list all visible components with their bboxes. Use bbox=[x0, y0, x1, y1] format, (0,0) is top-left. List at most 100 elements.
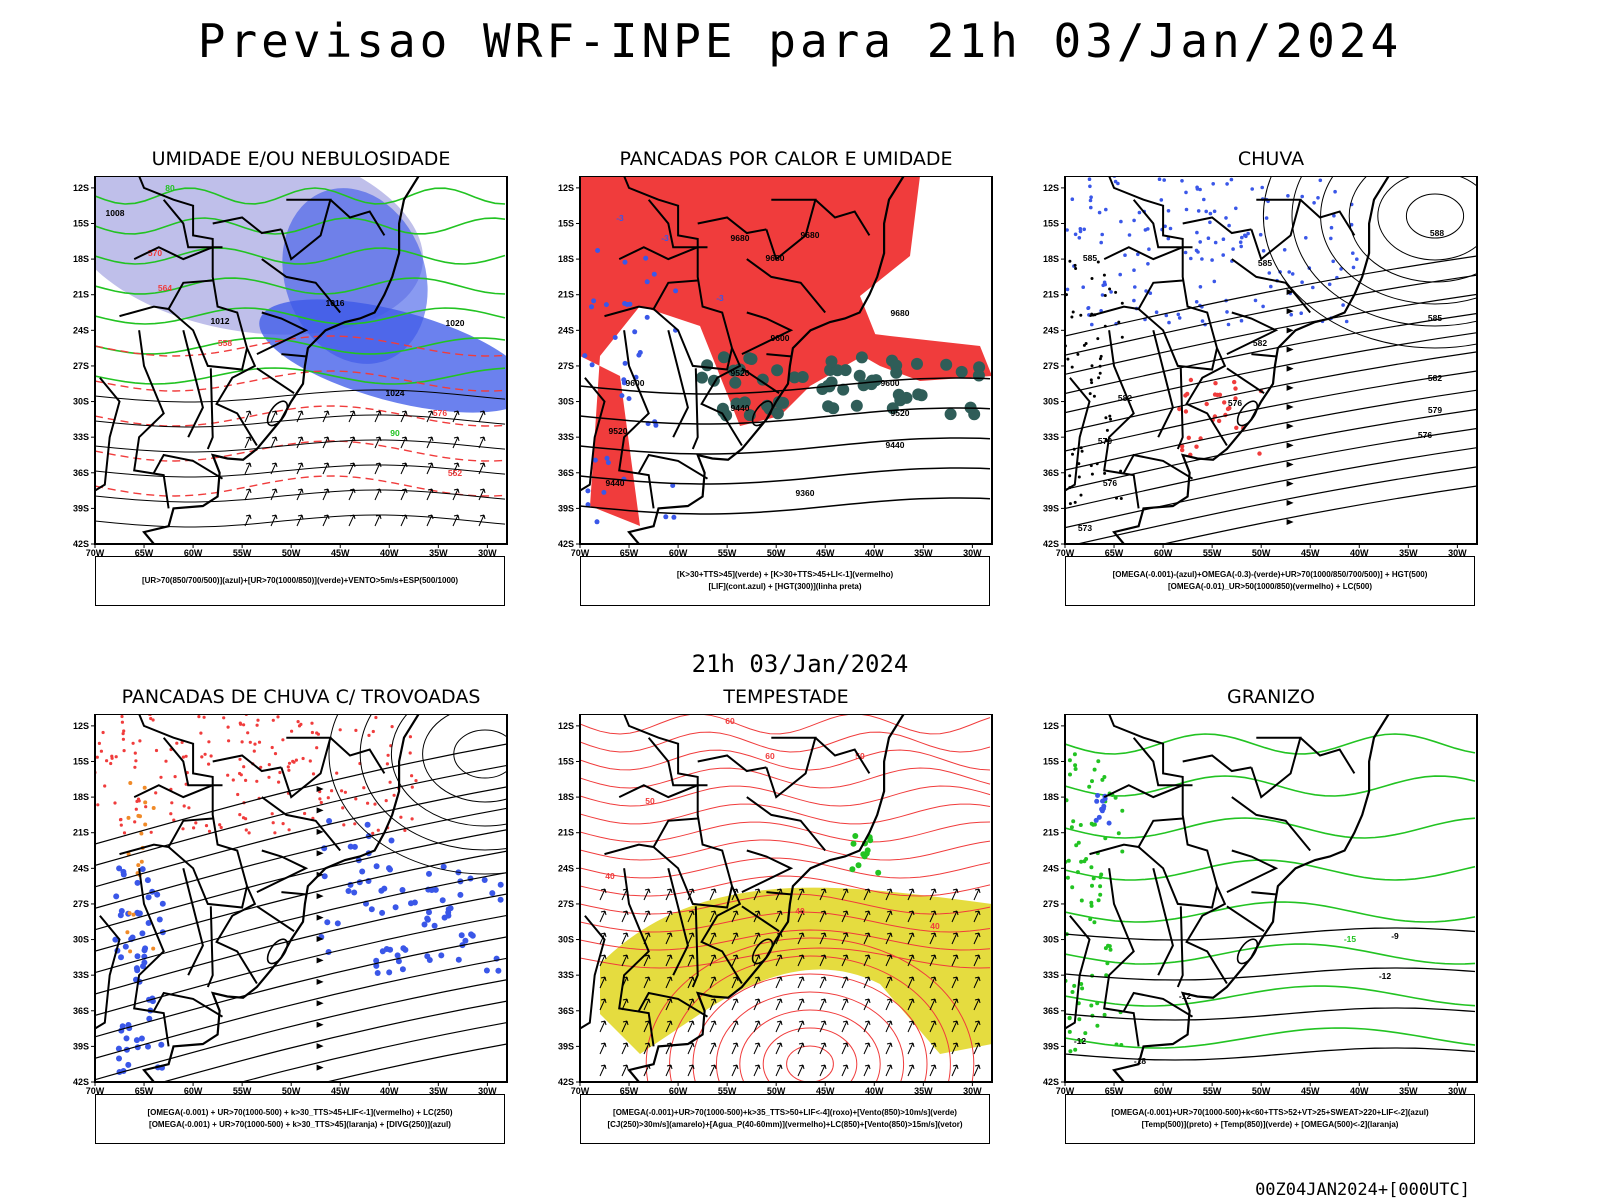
storm-area-red bbox=[311, 772, 316, 776]
streamline-black bbox=[95, 936, 507, 1038]
omega-area-blue bbox=[1213, 240, 1218, 245]
streamline-black bbox=[1291, 176, 1477, 327]
wind-vector bbox=[687, 888, 695, 901]
omega-area-blue bbox=[1090, 322, 1094, 327]
omega-area-blue bbox=[1238, 240, 1243, 244]
wind-vector bbox=[863, 910, 871, 923]
wind-vector bbox=[775, 976, 783, 989]
height-contour-black bbox=[1079, 493, 1083, 497]
political-border bbox=[1152, 868, 1174, 976]
temp850-contour-green bbox=[1066, 858, 1071, 863]
political-border bbox=[1103, 784, 1184, 799]
divergence-blue bbox=[426, 870, 432, 877]
contour-label: 9520 bbox=[891, 408, 910, 418]
divergence-blue bbox=[497, 881, 504, 888]
storm-area-red bbox=[367, 733, 371, 737]
storm-area-red bbox=[133, 765, 137, 769]
wind-vector bbox=[929, 1064, 937, 1077]
height-contour-black bbox=[1098, 371, 1102, 375]
wind-vector bbox=[731, 1064, 739, 1077]
contour-label: 576 bbox=[1418, 430, 1432, 440]
divergence-blue bbox=[373, 863, 380, 870]
wind-vector bbox=[348, 462, 356, 475]
wind-vector bbox=[731, 932, 739, 945]
temp850-contour-green bbox=[1119, 1043, 1124, 1047]
wind-vector bbox=[452, 436, 460, 449]
lat-tick-label: 30S bbox=[1043, 397, 1059, 407]
lon-tick-label: 70W bbox=[571, 1086, 590, 1096]
omega-area-blue bbox=[1206, 236, 1211, 240]
storm-area-red bbox=[236, 792, 240, 797]
wind-vector bbox=[863, 888, 871, 901]
contour-label: 582 bbox=[1253, 338, 1267, 348]
contour-label: 40 bbox=[930, 921, 940, 931]
omega-area-blue bbox=[1136, 252, 1140, 257]
omega-area-blue bbox=[1078, 229, 1083, 234]
storm-area-orange bbox=[136, 813, 141, 818]
omega-area-blue bbox=[1132, 298, 1136, 303]
contour-label: -12 bbox=[1379, 971, 1392, 981]
lat-tick-label: 42S bbox=[558, 1077, 574, 1087]
divergence-blue bbox=[364, 821, 371, 828]
wind-vector bbox=[400, 514, 408, 527]
lon-tick-label: 30W bbox=[1448, 548, 1467, 558]
streamline-black bbox=[95, 743, 507, 845]
political-border bbox=[1132, 199, 1193, 249]
legend-line: [UR>70(850/700/500)](azul)+[UR>70(1000/8… bbox=[141, 576, 459, 585]
lat-tick-label: 27S bbox=[1043, 899, 1059, 909]
height-contour-black bbox=[1090, 364, 1094, 368]
lif-contour-blue bbox=[601, 489, 607, 495]
lon-tick-label: 50W bbox=[282, 1086, 301, 1096]
wind-vector bbox=[819, 976, 827, 989]
divergence-blue bbox=[154, 891, 161, 898]
temp850-contour-green bbox=[1067, 1029, 1072, 1034]
wind-vector bbox=[797, 910, 805, 923]
political-border bbox=[741, 905, 780, 933]
flow-arrowhead bbox=[1286, 461, 1294, 468]
divergence-blue bbox=[497, 896, 504, 903]
lat-tick-label: 18S bbox=[558, 792, 574, 802]
storm-area-red bbox=[267, 763, 271, 767]
storm-area-red bbox=[371, 831, 375, 835]
height-contour-black bbox=[1071, 310, 1075, 314]
streamline-black bbox=[328, 714, 507, 875]
political-border bbox=[814, 736, 871, 774]
streamline-black bbox=[1065, 255, 1477, 337]
instability-area-green bbox=[865, 378, 878, 391]
temp850-contour-green bbox=[1068, 772, 1072, 777]
precip-area-red bbox=[1185, 391, 1190, 397]
wind-vector bbox=[244, 514, 252, 527]
storm-area-red bbox=[353, 822, 357, 826]
height-contour-black bbox=[1073, 500, 1077, 504]
wind-vector bbox=[753, 954, 761, 967]
temp850-contour-green bbox=[1098, 892, 1103, 897]
contour-label: 80 bbox=[165, 183, 175, 193]
lon-tick-label: 70W bbox=[86, 1086, 105, 1096]
instability-area-green bbox=[837, 383, 850, 396]
divergence-blue bbox=[381, 885, 388, 892]
instability-area-green bbox=[733, 363, 746, 376]
temp850-contour-green bbox=[1083, 1031, 1088, 1036]
divergence-blue bbox=[144, 877, 151, 884]
coastline-east bbox=[627, 714, 905, 1082]
precip-area-red bbox=[1213, 381, 1218, 386]
political-border bbox=[1231, 796, 1311, 852]
height-contour-black bbox=[1114, 290, 1118, 294]
omega-area-blue bbox=[1234, 206, 1238, 211]
wind850-green bbox=[855, 862, 862, 869]
political-border bbox=[765, 736, 817, 799]
omega-area-blue bbox=[1100, 293, 1105, 297]
political-border bbox=[765, 198, 817, 261]
lon-tick-label: 60W bbox=[669, 548, 688, 558]
coastline-east bbox=[627, 176, 905, 544]
political-border bbox=[281, 891, 306, 896]
omega-area-blue bbox=[1065, 287, 1070, 292]
political-border bbox=[1103, 868, 1140, 1047]
political-border bbox=[256, 367, 295, 395]
temp850-contour-green bbox=[1065, 859, 1476, 881]
divergence-blue bbox=[468, 931, 475, 938]
storm-area-red bbox=[110, 754, 114, 758]
lat-tick-label: 15S bbox=[1043, 756, 1059, 766]
divergence-blue bbox=[462, 937, 469, 944]
wind-vector bbox=[621, 910, 629, 923]
